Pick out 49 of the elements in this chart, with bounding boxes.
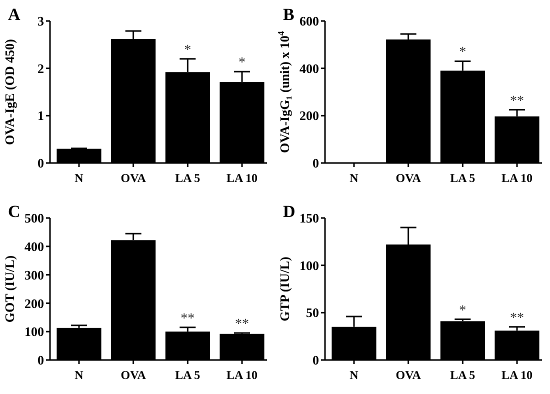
chart-title: D [283,202,296,221]
y-tick-label: 500 [24,210,44,226]
y-tick-label: 400 [24,238,44,254]
y-tick-label: 0 [312,156,319,171]
chart-title: C [8,202,20,221]
x-tick-label: N [350,368,359,382]
x-tick-label: LA 5 [175,368,200,382]
y-axis-title: GTP (IU/L) [277,256,292,322]
x-tick-label: N [350,171,359,185]
y-tick-label: 3 [38,14,44,29]
annotation: * [238,56,246,71]
chart-title: A [8,5,21,24]
x-tick-label: N [74,368,84,382]
annotation: ** [235,317,250,332]
x-tick-label: LA 10 [226,368,258,382]
y-tick-label: 200 [24,296,44,311]
y-tick-label: 300 [24,267,44,282]
annotation: * [184,42,192,58]
y-tick-label: 1 [38,108,44,124]
annotation: ** [180,311,195,326]
x-tick-label: LA 10 [501,368,533,382]
x-tick-label: OVA [120,368,146,382]
y-tick-label: 0 [312,352,319,368]
y-tick-label: 100 [24,324,44,340]
x-tick-label: OVA [120,171,146,185]
x-tick-label: LA 10 [226,171,258,185]
y-tick-label: 150 [300,210,319,226]
y-tick-label: 2 [38,60,44,76]
y-axis-title: OVA-IgE (OD 450) [2,39,17,145]
y-axis-title: GOT (IU/L) [2,255,17,323]
annotation: ** [510,310,524,326]
x-tick-label: N [74,171,84,185]
annotation: ** [510,94,524,109]
y-tick-label: 0 [38,352,44,368]
x-tick-label: LA 10 [501,171,533,185]
x-tick-label: OVA [396,368,422,382]
annotation: * [459,45,466,60]
y-tick-label: 0 [38,156,44,171]
x-tick-label: OVA [396,171,422,185]
y-tick-label: 200 [300,108,319,124]
y-tick-label: 600 [300,14,319,29]
chart-title: B [283,5,294,24]
y-tick-label: 50 [306,305,319,320]
y-tick-label: 100 [300,258,319,273]
x-tick-label: LA 5 [175,171,200,185]
y-tick-label: 400 [300,60,319,76]
x-tick-label: LA 5 [450,368,476,382]
annotation: * [459,303,466,318]
x-tick-label: LA 5 [450,171,476,185]
